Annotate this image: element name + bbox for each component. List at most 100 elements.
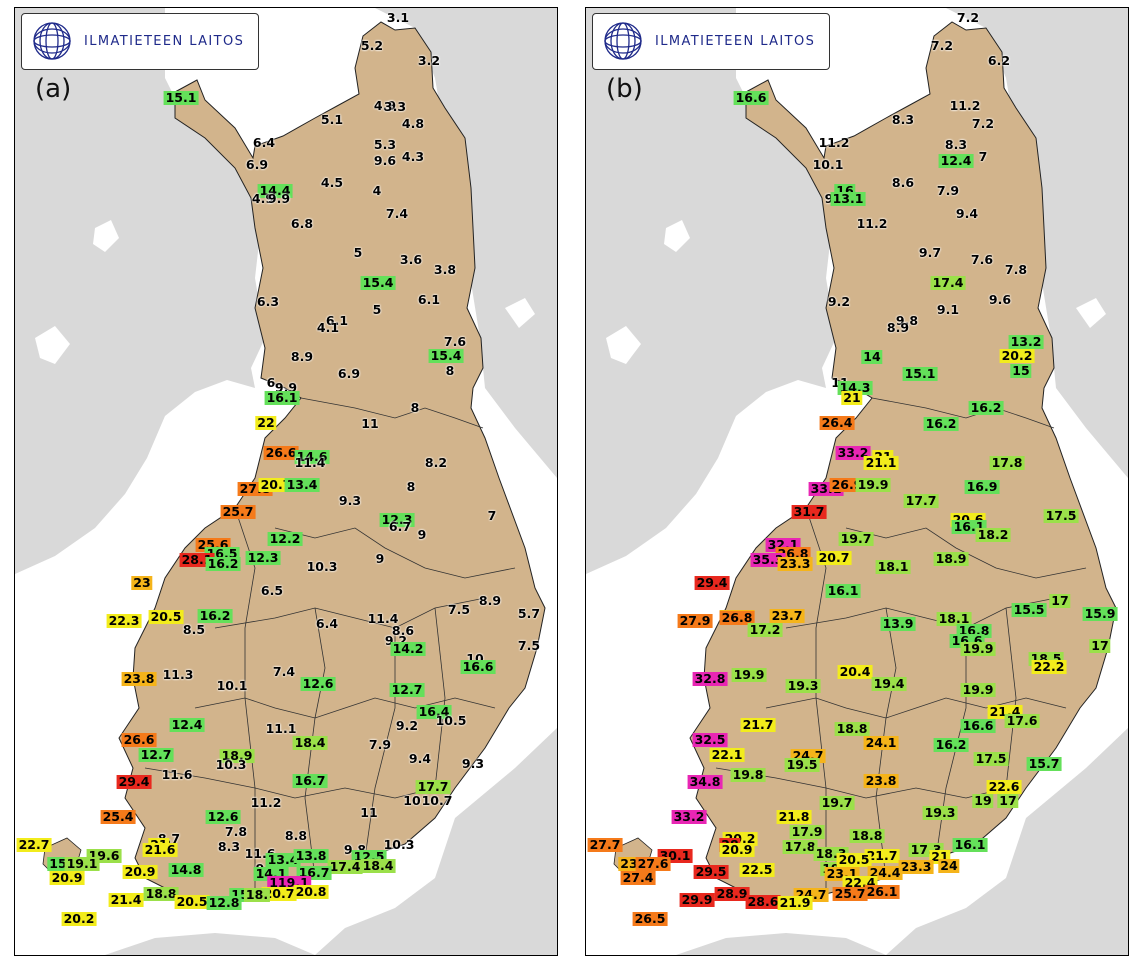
- temperature-label: 22: [255, 415, 277, 430]
- temperature-label: 15: [1010, 363, 1032, 378]
- temperature-label: 4.3: [401, 149, 425, 164]
- temperature-label: 20.2: [61, 911, 97, 926]
- temperature-label: 19.9: [960, 641, 996, 656]
- temperature-label: 8.9: [478, 593, 502, 608]
- temperature-label: 5.2: [360, 38, 384, 53]
- temperature-label: 27.7: [587, 837, 623, 852]
- temperature-label: 18.8: [849, 828, 885, 843]
- temperature-label: 11.4: [294, 455, 326, 470]
- temperature-label: 10.7: [421, 793, 453, 808]
- temperature-label: 8.6: [891, 175, 915, 190]
- temperature-label: 16.2: [923, 416, 959, 431]
- temperature-label: 17: [1049, 593, 1071, 608]
- temperature-label: 5.7: [517, 606, 541, 621]
- temperature-label: 15.1: [902, 366, 938, 381]
- temperature-label: 17.4: [327, 859, 363, 874]
- temperature-label: 10.3: [383, 837, 415, 852]
- temperature-label: 25.4: [100, 809, 136, 824]
- temperature-label: 33.2: [671, 809, 707, 824]
- temperature-label: 5.3: [373, 137, 397, 152]
- temperature-label: 18.9: [933, 551, 969, 566]
- temperature-label: 17.4: [930, 275, 966, 290]
- temperature-label: 17.8: [782, 839, 818, 854]
- temperature-label: 19.7: [819, 795, 855, 810]
- temperature-label: 10.3: [306, 559, 338, 574]
- temperature-label: 19.3: [785, 678, 821, 693]
- temperature-label: 3.1: [386, 10, 410, 25]
- fmi-logo: ILMATIETEEN LAITOS: [21, 13, 259, 70]
- temperature-label: 21.7: [740, 717, 776, 732]
- temperature-label: 11: [361, 416, 379, 431]
- temperature-label: 6.9: [245, 157, 269, 172]
- temperature-label: 20.2: [999, 348, 1035, 363]
- lake: [1076, 298, 1106, 328]
- temperature-label: 16.2: [197, 608, 233, 623]
- temperature-label: 18.2: [975, 527, 1011, 542]
- temperature-label: 33.2: [835, 445, 871, 460]
- temperature-label: 15.9: [1082, 606, 1118, 621]
- temperature-label: 26.4: [819, 415, 855, 430]
- temperature-label: 7: [487, 508, 497, 523]
- temperature-label: 23.7: [769, 608, 805, 623]
- temperature-label: 20.9: [719, 842, 755, 857]
- temperature-label: 12.8: [206, 895, 242, 910]
- temperature-label: 24.1: [863, 735, 899, 750]
- panel-label: (a): [35, 74, 72, 104]
- temperature-label: 9.6: [988, 292, 1012, 307]
- temperature-label: 19.4: [871, 676, 907, 691]
- map-panel-a: ILMATIETEEN LAITOS (a) 3.1 5.2 3.2 15.1 4.9 3…: [14, 7, 558, 956]
- temperature-label: 21.6: [142, 842, 178, 857]
- temperature-label: 28.9: [714, 886, 750, 901]
- temperature-label: 7.9: [368, 737, 392, 752]
- temperature-label: 9.3: [461, 756, 485, 771]
- temperature-label: 9.7: [918, 245, 942, 260]
- temperature-label: 6.1: [325, 313, 349, 328]
- temperature-label: 3.2: [417, 53, 441, 68]
- temperature-label: 4.1: [316, 320, 340, 335]
- temperature-label: 11.2: [856, 216, 888, 231]
- temperature-label: 6.5: [260, 583, 284, 598]
- temperature-label: 29.5: [693, 864, 729, 879]
- temperature-label: 5: [353, 245, 363, 260]
- temperature-label: 7.6: [970, 252, 994, 267]
- temperature-label: 13.8: [293, 848, 329, 863]
- lake: [606, 326, 641, 364]
- temperature-label: 17.9: [789, 824, 825, 839]
- temperature-label: 12.6: [205, 809, 241, 824]
- temperature-label: 12.3: [245, 550, 281, 565]
- temperature-label: 20.5: [148, 609, 184, 624]
- temperature-label: 29.9: [679, 892, 715, 907]
- temperature-label: 12.4: [938, 153, 974, 168]
- temperature-label: 29.4: [694, 575, 730, 590]
- temperature-label: 6.2: [987, 53, 1011, 68]
- temperature-label: 23: [131, 575, 153, 590]
- map-background: [15, 8, 557, 955]
- temperature-label: 34.8: [687, 774, 723, 789]
- temperature-label: 16.6: [960, 718, 996, 733]
- temperature-label: 6.4: [315, 616, 339, 631]
- temperature-label: 4.9: [373, 98, 397, 113]
- temperature-label: 10.1: [216, 678, 248, 693]
- temperature-label: 13.9: [880, 616, 916, 631]
- temperature-label: 19.9: [731, 667, 767, 682]
- lake: [664, 220, 690, 252]
- land-west: [586, 8, 836, 574]
- temperature-label: 12.2: [267, 531, 303, 546]
- temperature-label: 8: [410, 400, 420, 415]
- temperature-label: 20.7: [816, 550, 852, 565]
- temperature-label: 10: [403, 793, 421, 808]
- land-estonia: [105, 933, 315, 955]
- temperature-label: 3.3: [383, 99, 407, 114]
- temperature-label: 4.9: [251, 191, 275, 206]
- temperature-label: 15.1: [163, 90, 199, 105]
- land-south-east: [315, 728, 557, 955]
- temperature-label: 10.3: [215, 757, 247, 772]
- temperature-label: 10.5: [435, 713, 467, 728]
- temperature-label: 16.2: [968, 400, 1004, 415]
- temperature-label: 31.7: [791, 504, 827, 519]
- temperature-label: 6.9: [337, 366, 361, 381]
- temperature-label: 16.9: [964, 479, 1000, 494]
- lake: [35, 326, 70, 364]
- temperature-label: 13.1: [830, 191, 866, 206]
- temperature-label: 20.8: [293, 884, 329, 899]
